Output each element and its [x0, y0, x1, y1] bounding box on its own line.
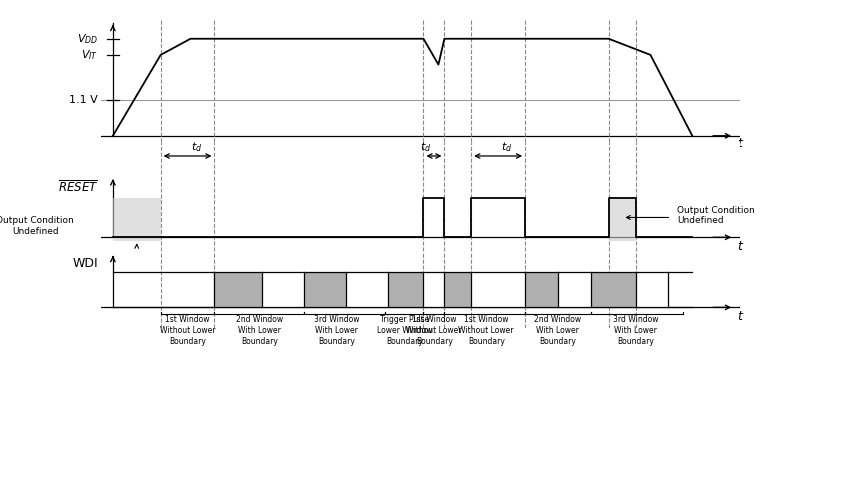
Text: Trigger Pulse
Lower Window
Boundary: Trigger Pulse Lower Window Boundary — [377, 315, 432, 346]
Text: Output Condition
Undefined: Output Condition Undefined — [677, 206, 755, 225]
Text: $t_d$: $t_d$ — [420, 141, 431, 154]
Text: t: t — [737, 240, 742, 253]
Bar — [304, 272, 346, 307]
Text: 1st Window
Without Lower
Boundary: 1st Window Without Lower Boundary — [406, 315, 462, 346]
Bar — [636, 272, 669, 307]
Bar — [444, 272, 471, 307]
Bar — [590, 272, 636, 307]
Text: $t_d$: $t_d$ — [501, 141, 512, 154]
Text: Output Condition
Undefined: Output Condition Undefined — [0, 216, 74, 236]
Text: 1st Window
Without Lower
Boundary: 1st Window Without Lower Boundary — [160, 315, 215, 346]
Bar — [113, 198, 161, 241]
Bar — [388, 272, 424, 307]
Bar — [346, 272, 388, 307]
Text: 2nd Window
With Lower
Boundary: 2nd Window With Lower Boundary — [235, 315, 283, 346]
Text: WDI: WDI — [72, 257, 98, 270]
Bar — [525, 272, 558, 307]
Text: 1.1 V: 1.1 V — [69, 95, 98, 105]
Text: t: t — [737, 310, 742, 323]
Bar — [262, 272, 304, 307]
Text: $t_d$: $t_d$ — [191, 141, 202, 154]
Text: $V_{IT}$: $V_{IT}$ — [81, 48, 98, 62]
Text: 1st Window
Without Lower
Boundary: 1st Window Without Lower Boundary — [458, 315, 514, 346]
Bar — [609, 198, 636, 241]
Bar — [214, 272, 262, 307]
Text: 2nd Window
With Lower
Boundary: 2nd Window With Lower Boundary — [534, 315, 581, 346]
Text: t: t — [737, 137, 742, 150]
Bar — [558, 272, 590, 307]
Text: 3rd Window
With Lower
Boundary: 3rd Window With Lower Boundary — [315, 315, 360, 346]
Text: $\overline{RESET}$: $\overline{RESET}$ — [57, 180, 98, 196]
Text: $V_{DD}$: $V_{DD}$ — [77, 32, 98, 45]
Bar — [471, 272, 525, 307]
Bar — [424, 272, 444, 307]
Text: 3rd Window
With Lower
Boundary: 3rd Window With Lower Boundary — [613, 315, 659, 346]
